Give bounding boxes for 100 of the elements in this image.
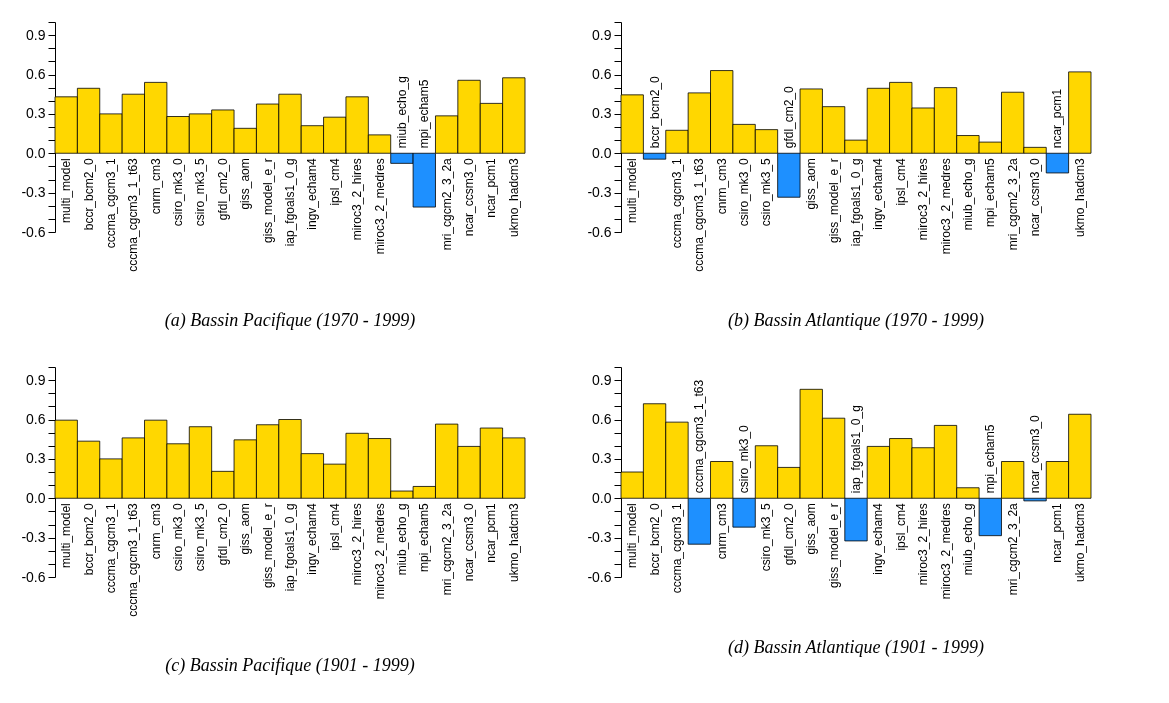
x-tick-label: miroc3_2_medres	[372, 158, 387, 255]
x-tick-label: ingv_echam4	[871, 157, 886, 230]
x-tick-label: ukmo_hadcm3	[1072, 157, 1087, 237]
x-tick-label: cnrm_cm3	[148, 502, 163, 560]
x-tick-label: giss_model_e_r	[260, 158, 275, 243]
y-tick-label: -0.6	[21, 223, 46, 240]
y-tick-label: 0.3	[26, 105, 46, 122]
x-tick-label: ingv_echam4	[305, 157, 320, 230]
x-tick-label: ipsl_cm4	[893, 157, 908, 206]
text: (a) Bassin Pacifique (1970 - 1999)	[164, 309, 416, 331]
x-tick-label: cccma_cgcm3_1	[103, 157, 118, 249]
y-tick-label: 0.3	[592, 105, 612, 122]
x-tick-label: multi_model	[625, 503, 640, 568]
x-tick-label: miub_echo_g	[394, 503, 409, 576]
x-tick-label: csiro_mk3_0	[737, 424, 752, 494]
x-tick-label: csiro_mk3_5	[193, 157, 208, 227]
y-tick-label: 0.9	[592, 26, 612, 43]
x-tick-label: miroc3_2_hires	[350, 158, 365, 241]
x-tick-label: ukmo_hadcm3	[1072, 502, 1087, 582]
x-tick-label: giss_aom	[238, 158, 253, 210]
x-tick-label: ncar_pcm1	[1050, 502, 1065, 563]
y-tick-label: 0.6	[592, 66, 612, 82]
x-tick-label: csiro_mk3_0	[737, 157, 752, 227]
x-tick-label: ingv_echam4	[305, 502, 320, 575]
x-tick-label: giss_model_e_r	[826, 503, 841, 588]
x-tick-label: multi_model	[625, 158, 640, 223]
x-tick-label: gfdl_cm2_0	[215, 157, 230, 221]
x-tick-label: cccma_cgcm3_1	[103, 502, 118, 594]
x-tick-label: miub_echo_g	[960, 158, 975, 231]
y-tick-label: 0.6	[26, 411, 46, 427]
x-tick-label: miroc3_2_medres	[938, 158, 953, 255]
x-tick-label: csiro_mk3_0	[171, 502, 186, 572]
x-tick-label: csiro_mk3_5	[759, 502, 774, 572]
y-tick-label: 0.9	[26, 371, 46, 388]
x-tick-label: giss_aom	[238, 503, 253, 555]
x-tick-label: mpi_echam5	[983, 424, 998, 494]
text: (d) Bassin Atlantique (1901 - 1999)	[727, 637, 985, 659]
x-tick-label: miroc3_2_medres	[938, 503, 953, 600]
x-tick-label: miroc3_2_hires	[350, 503, 365, 586]
x-tick-label: iap_fgoals1_0_g	[849, 405, 863, 494]
x-tick-label: cnrm_cm3	[148, 157, 163, 215]
x-tick-label: giss_model_e_r	[826, 158, 841, 243]
x-tick-label: iap_fgoals1_0_g	[849, 158, 863, 247]
y-tick-label: -0.6	[21, 568, 46, 585]
x-tick-label: csiro_mk3_5	[759, 157, 774, 227]
y-tick-label: -0.3	[587, 184, 612, 201]
y-tick-label: 0.0	[592, 144, 612, 161]
x-tick-label: giss_model_e_r	[260, 503, 275, 588]
x-tick-label: ncar_ccsm3_0	[1028, 414, 1043, 494]
text: (b) Bassin Atlantique (1970 - 1999)	[727, 309, 985, 331]
x-tick-label: multi_model	[59, 503, 74, 568]
x-tick-label: iap_fgoals1_0_g	[283, 503, 297, 592]
y-tick-label: 0.3	[26, 450, 46, 467]
y-tick-label: 0.6	[26, 66, 46, 82]
x-tick-label: gfdl_cm2_0	[215, 502, 230, 566]
x-tick-label: miub_echo_g	[960, 503, 975, 576]
x-tick-label: miroc3_2_medres	[372, 503, 387, 600]
x-tick-label: mpi_echam5	[417, 79, 432, 149]
x-tick-label: cccma_cgcm3_1_t63	[692, 157, 707, 272]
x-tick-label: cnrm_cm3	[714, 157, 729, 215]
y-tick-label: 0.9	[592, 371, 612, 388]
y-tick-label: -0.6	[587, 568, 612, 585]
x-tick-label: mri_cgcm2_3_2a	[1005, 157, 1020, 251]
x-tick-label: mri_cgcm2_3_2a	[1005, 502, 1020, 596]
x-tick-label: cccma_cgcm3_1_t63	[692, 379, 707, 494]
x-tick-label: csiro_mk3_5	[193, 502, 208, 572]
x-tick-label: ncar_ccsm3_0	[462, 502, 477, 582]
x-tick-label: giss_aom	[804, 158, 819, 210]
x-tick-label: multi_model	[59, 158, 74, 223]
x-tick-label: mri_cgcm2_3_2a	[439, 157, 454, 251]
y-tick-label: 0.0	[592, 489, 612, 506]
x-tick-label: cccma_cgcm3_1	[669, 157, 684, 249]
x-tick-label: cccma_cgcm3_1_t63	[126, 502, 141, 617]
y-tick-label: -0.3	[21, 529, 46, 546]
x-tick-label: cccma_cgcm3_1_t63	[126, 157, 141, 272]
x-tick-label: ncar_pcm1	[1050, 88, 1065, 149]
x-tick-label: mri_cgcm2_3_2a	[439, 502, 454, 596]
x-tick-label: ncar_ccsm3_0	[1028, 157, 1043, 237]
y-tick-label: -0.6	[587, 223, 612, 240]
x-tick-label: csiro_mk3_0	[171, 157, 186, 227]
x-tick-label: mpi_echam5	[417, 502, 432, 572]
x-tick-label: bccr_bcm2_0	[647, 502, 662, 576]
x-tick-label: ingv_echam4	[871, 502, 886, 575]
x-tick-label: gfdl_cm2_0	[781, 85, 796, 149]
x-tick-label: ncar_pcm1	[484, 502, 499, 563]
x-tick-label: bccr_bcm2_0	[647, 75, 662, 149]
x-tick-label: miroc3_2_hires	[916, 503, 931, 586]
y-tick-label: 0.3	[592, 450, 612, 467]
x-tick-label: ipsl_cm4	[327, 157, 342, 206]
x-tick-label: ncar_pcm1	[484, 157, 499, 218]
y-tick-label: -0.3	[587, 529, 612, 546]
y-tick-label: 0.0	[26, 144, 46, 161]
x-tick-label: bccr_bcm2_0	[81, 157, 96, 231]
x-tick-label: cnrm_cm3	[714, 502, 729, 560]
x-tick-label: ipsl_cm4	[327, 502, 342, 551]
x-tick-label: ukmo_hadcm3	[506, 502, 521, 582]
x-tick-label: miub_echo_g	[394, 76, 409, 149]
y-tick-label: 0.0	[26, 489, 46, 506]
x-tick-label: bccr_bcm2_0	[81, 502, 96, 576]
y-tick-label: 0.9	[26, 26, 46, 43]
